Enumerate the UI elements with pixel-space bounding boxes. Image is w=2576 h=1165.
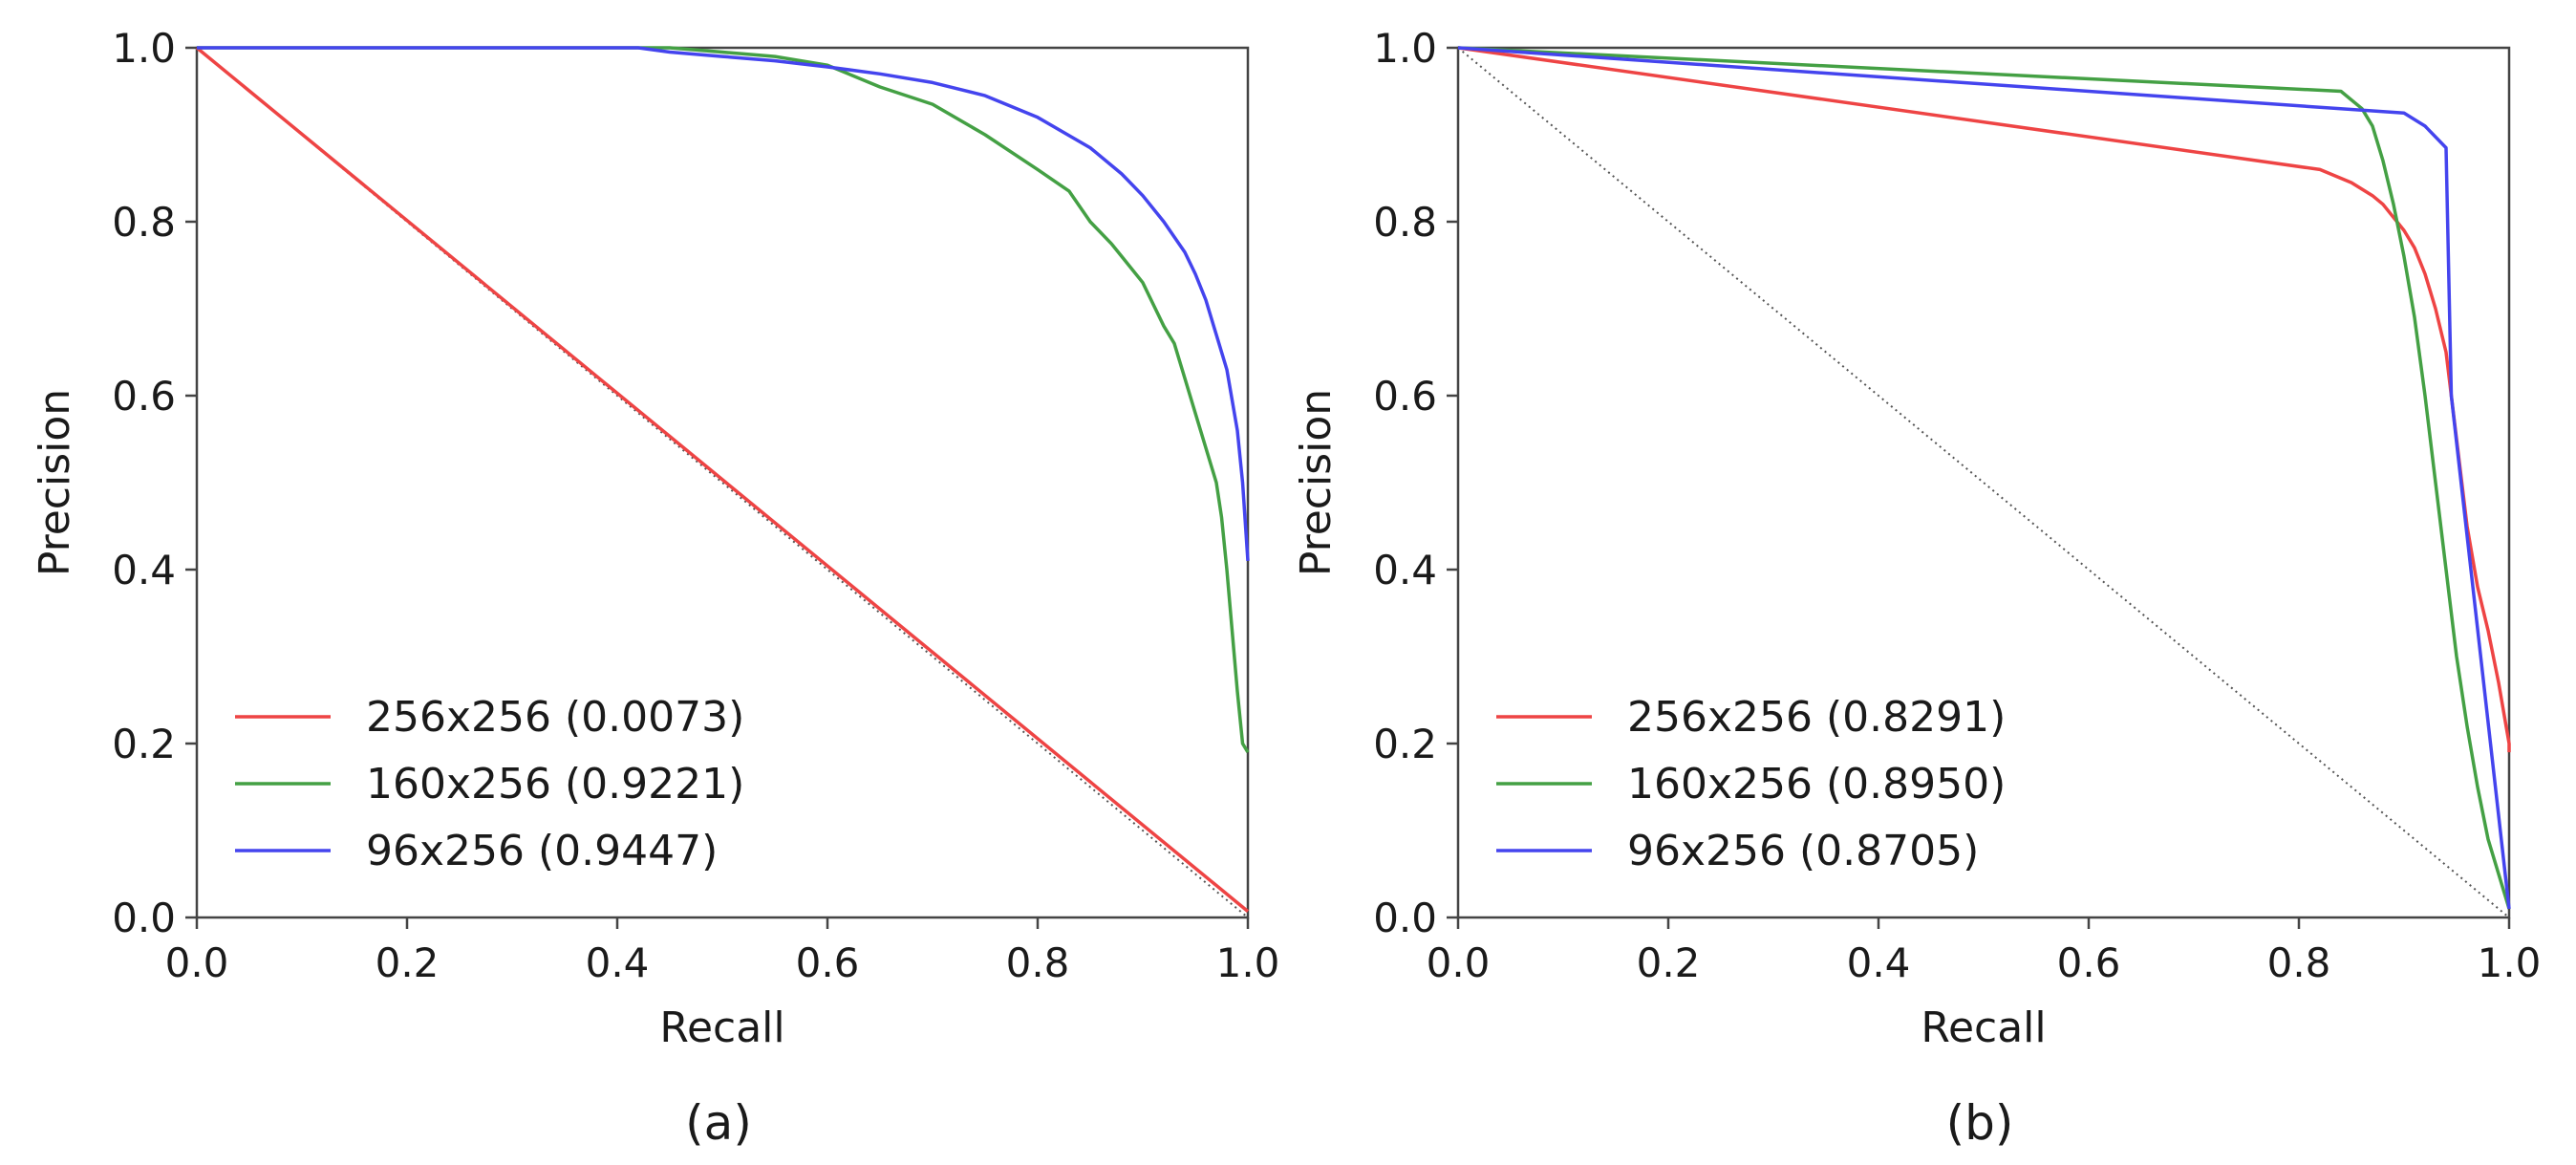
- y-tick-label: 0.8: [1373, 199, 1437, 246]
- series-line-3: [197, 46, 1250, 562]
- y-axis-title-a: Precision: [31, 389, 79, 576]
- x-tick-label: 0.8: [1006, 939, 1070, 986]
- ticks-a: 0.0 0.2 0.4 0.6 0.8 1.0 0.0 0.2 0.4 0.6 0.8 1.0: [112, 25, 1279, 986]
- panel-caption-a: (a): [685, 1095, 752, 1151]
- y-tick-label: 0.2: [112, 721, 176, 767]
- x-tick-label: 0.2: [376, 939, 440, 986]
- ticks-b: 0.0 0.2 0.4 0.6 0.8 1.0 0.0 0.2 0.4 0.6 0.8 1.0: [1373, 25, 2541, 986]
- y-tick-label: 0.0: [1373, 895, 1437, 941]
- x-tick-label: 0.8: [2267, 939, 2331, 986]
- legend-label: 256x256 (0.0073): [366, 693, 744, 742]
- x-tick-label: 0.0: [165, 939, 229, 986]
- x-tick-label: 0.2: [1637, 939, 1701, 986]
- y-tick-label: 0.4: [112, 547, 176, 593]
- x-tick-label: 0.4: [586, 939, 650, 986]
- series-line-2: [197, 46, 1250, 754]
- y-tick-label: 1.0: [1373, 25, 1437, 72]
- y-tick-label: 1.0: [112, 25, 176, 72]
- x-tick-label: 1.0: [2478, 939, 2542, 986]
- legend-label: 160x256 (0.8950): [1627, 760, 2006, 809]
- baseline-line: [1457, 47, 2510, 918]
- legend-label: 96x256 (0.9447): [366, 827, 718, 875]
- x-tick-label: 0.6: [796, 939, 860, 986]
- legend-label: 256x256 (0.8291): [1627, 693, 2006, 742]
- series-line-3: [1457, 46, 2511, 910]
- y-tick-label: 0.8: [112, 199, 176, 246]
- y-tick-label: 0.6: [112, 373, 176, 420]
- y-tick-label: 0.0: [112, 895, 176, 941]
- panel-a: Precision Recall (a) 0.0 0.2 0.4 0.6 0.8 1.00…: [31, 25, 1279, 1151]
- x-tick-label: 1.0: [1216, 939, 1280, 986]
- legend-label: 96x256 (0.8705): [1627, 827, 1979, 875]
- series-line-2: [1457, 46, 2511, 910]
- plot-frame-b: [1456, 46, 2511, 919]
- panel-b: Precision Recall (b) 0.0 0.2 0.4 0.6 0.8 1.00…: [1292, 25, 2541, 1151]
- legend-label: 160x256 (0.9221): [366, 760, 744, 809]
- panel-caption-b: (b): [1946, 1095, 2014, 1151]
- x-tick-label: 0.4: [1847, 939, 1911, 986]
- y-tick-label: 0.2: [1373, 721, 1437, 767]
- y-tick-label: 0.6: [1373, 373, 1437, 420]
- plot-frame-a: [195, 46, 1250, 919]
- y-tick-label: 0.4: [1373, 547, 1437, 593]
- series-line-1: [1457, 46, 2511, 753]
- series-line-1: [195, 46, 1250, 913]
- legend-b: 256x256 (0.8291) 160x256 (0.8950) 96x256 (…: [1496, 693, 2006, 875]
- legend-a: 256x256 (0.0073) 160x256 (0.9221) 96x256 (…: [235, 693, 744, 875]
- y-axis-title-b: Precision: [1292, 389, 1341, 576]
- baseline-line: [196, 47, 1249, 918]
- x-axis-title-a: Recall: [659, 1003, 784, 1052]
- lines-a: [195, 46, 1250, 918]
- x-tick-label: 0.0: [1427, 939, 1491, 986]
- x-tick-label: 0.6: [2057, 939, 2121, 986]
- x-axis-title-b: Recall: [1921, 1003, 2046, 1052]
- lines-b: [1457, 46, 2511, 918]
